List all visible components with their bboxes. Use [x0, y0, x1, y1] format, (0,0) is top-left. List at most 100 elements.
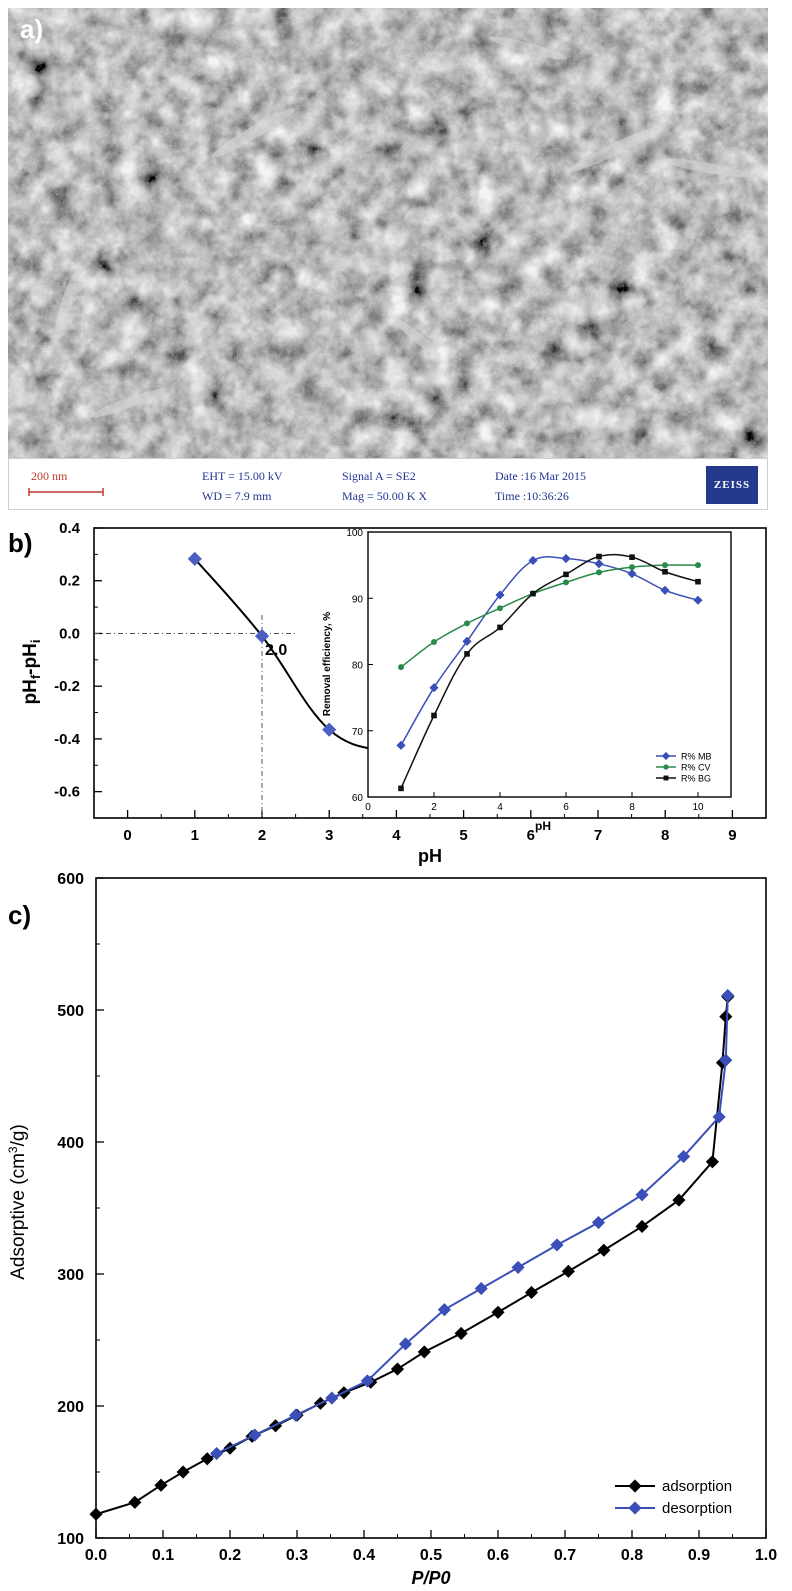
c-series-line	[216, 995, 729, 1455]
chart-b-xlabel: pH	[418, 846, 442, 866]
c-x-tick-label: 0.3	[286, 1547, 308, 1564]
inset-data-point	[693, 595, 703, 605]
c-data-point	[672, 1193, 686, 1207]
x-tick-label: 7	[594, 827, 602, 844]
inset-data-point	[695, 578, 701, 585]
y-tick-label: -0.6	[54, 784, 80, 801]
c-x-tick-label: 0.5	[420, 1547, 442, 1564]
y-tick-label: 0.4	[59, 520, 81, 537]
c-y-tick-label: 300	[57, 1267, 84, 1284]
inset-data-point	[464, 620, 470, 627]
x-tick-label: 9	[728, 827, 736, 844]
y-tick-label: 0.2	[59, 573, 80, 590]
inset-data-point	[497, 624, 503, 631]
c-x-tick-label: 1.0	[755, 1547, 777, 1564]
c-data-point	[176, 1465, 190, 1479]
scale-bar-label: 200 nm	[31, 469, 68, 483]
panel-b-label: b)	[8, 528, 33, 558]
c-data-point	[597, 1243, 611, 1257]
sem-info-bar: 200 nm EHT = 15.00 kV WD = 7.9 mm Signal…	[8, 458, 768, 510]
inset-x-tick-label: 6	[563, 802, 569, 813]
c-data-point	[454, 1326, 468, 1340]
c-series-line	[95, 996, 729, 1516]
c-data-point	[474, 1281, 488, 1296]
inset-data-point	[497, 605, 503, 612]
c-data-point	[360, 1374, 374, 1388]
inset-data-point	[629, 564, 635, 571]
inset-data-point	[495, 590, 505, 600]
inset-data-point	[662, 562, 668, 569]
chart-c: c) 0.0 0.1 0.2 0.3 0.4 0.5 0.6 0.7 0.8 0.9 1.0 600 5…	[6, 872, 777, 1588]
inset-legend-marker	[661, 751, 671, 761]
inset-data-point	[563, 571, 569, 578]
c-y-tick-label: 500	[57, 1003, 84, 1020]
c-data-point	[417, 1345, 431, 1359]
inset-x-tick-label: 8	[629, 802, 635, 813]
c-data-point	[721, 988, 735, 1003]
c-data-point	[200, 1452, 214, 1466]
inset-y-tick-label: 80	[352, 661, 364, 672]
sem-image: a)	[8, 8, 768, 458]
inset-data-point	[530, 590, 536, 597]
inset-data-point	[528, 555, 538, 566]
c-x-tick-label: 0.2	[219, 1547, 241, 1564]
inset-data-point	[596, 569, 602, 576]
x-tick-label: 2	[258, 827, 266, 844]
inset-data-point	[627, 569, 637, 579]
c-data-point	[248, 1428, 262, 1442]
inset-y-tick-label: 100	[346, 528, 363, 539]
inset-data-point	[662, 568, 668, 575]
inset-data-point	[596, 553, 602, 560]
inset-data-point	[629, 554, 635, 560]
c-data-point	[635, 1188, 649, 1202]
inset-data-point	[561, 553, 571, 564]
chart-c-frame	[95, 877, 767, 1539]
c-x-tick-label: 0.1	[152, 1547, 174, 1564]
inset-data-point	[431, 638, 437, 645]
x-tick-label: 6	[527, 827, 535, 844]
c-data-point	[550, 1238, 564, 1252]
c-data-point	[398, 1337, 413, 1351]
date-value: Date :16 Mar 2015	[495, 469, 586, 483]
c-data-point	[390, 1362, 405, 1376]
c-data-point	[712, 1110, 726, 1124]
zero-point-annotation: 2.0	[265, 642, 287, 659]
inset-chart: 0 2 4 6 8 10 100 90 80 70 60 Removal efficiency, %…	[322, 528, 732, 833]
inset-series-line	[400, 553, 699, 789]
x-tick-label: 8	[661, 827, 669, 844]
c-x-tick-label: 0.9	[688, 1547, 710, 1564]
c-legend-marker	[628, 1501, 642, 1515]
x-tick-label: 0	[123, 827, 131, 844]
c-x-tick-label: 0.6	[487, 1547, 509, 1564]
y-tick-label: -0.2	[54, 678, 80, 695]
mag-value: Mag = 50.00 K X	[342, 489, 428, 503]
c-data-point	[561, 1264, 575, 1278]
inset-legend: R% MBR% CVR% BG	[656, 752, 712, 784]
c-data-point	[289, 1408, 303, 1422]
c-data-point	[719, 1010, 733, 1024]
x-tick-label: 5	[459, 827, 467, 844]
c-x-tick-label: 0.8	[621, 1547, 643, 1564]
x-tick-label: 1	[191, 827, 199, 844]
inset-data-point	[660, 585, 670, 595]
chart-c-ylabel: Adsorptive (cm3/g)	[6, 1124, 29, 1280]
inset-data-point	[396, 740, 406, 750]
c-data-point	[128, 1495, 142, 1509]
c-data-point	[154, 1478, 168, 1492]
inset-legend-marker	[663, 775, 669, 781]
inset-data-point	[398, 785, 404, 792]
c-data-point	[719, 1053, 733, 1067]
inset-xlabel: pH	[535, 819, 551, 833]
c-data-point	[89, 1507, 103, 1521]
scale-bar	[28, 488, 104, 496]
inset-data-point	[594, 559, 604, 569]
inset-x-tick-label: 10	[692, 802, 704, 813]
signal-value: Signal A = SE2	[342, 469, 416, 483]
c-data-point	[591, 1215, 606, 1230]
data-point	[187, 551, 202, 566]
data-point	[322, 722, 337, 737]
inset-data-point	[398, 664, 404, 671]
zeiss-logo: ZEISS	[706, 466, 758, 504]
c-x-tick-label: 0.0	[85, 1547, 107, 1564]
c-x-tick-label: 0.7	[554, 1547, 576, 1564]
